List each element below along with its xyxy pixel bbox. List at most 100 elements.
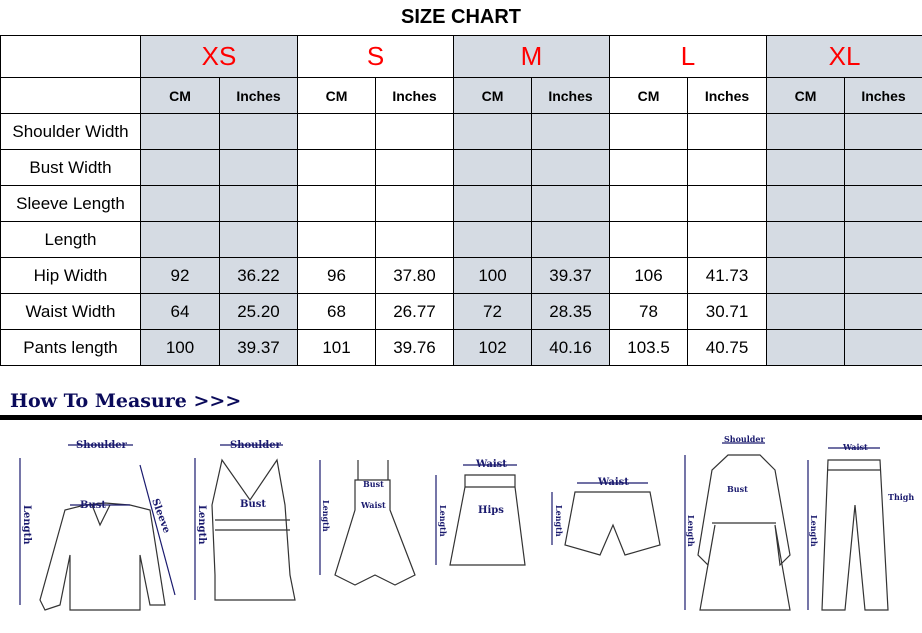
waist-label: Waist (360, 500, 386, 510)
measurement-cell (609, 113, 689, 150)
coat-diagram: Shoulder Bust Length (684, 434, 791, 611)
unit-cm-header: CM (766, 77, 846, 114)
table-row: Pants length 100 39.37 101 39.76 102 40.16 103.… (0, 329, 922, 366)
measurement-cell: 26.77 (375, 293, 454, 330)
measurement-cell: 78 (609, 293, 689, 330)
unit-header-row: CM Inches CM Inches CM Inches CM Inches CM Inches (0, 77, 922, 114)
table-row: Sleeve Length (0, 185, 922, 222)
measurement-diagrams: Shoulder Bust Length Sleeve Shoulder Bus… (19, 434, 914, 611)
measurement-cell: 30.71 (687, 293, 768, 330)
row-label: Pants length (0, 329, 141, 366)
size-header-row: XS S M L XL (0, 35, 922, 78)
shorts-diagram: Waist Length (551, 477, 661, 556)
table-row: Shoulder Width (0, 113, 922, 150)
table-row: Hip Width 92 36.22 96 37.80 100 39.37 106 41.73 (0, 257, 922, 294)
unit-cm-header: CM (140, 77, 220, 114)
row-label: Waist Width (0, 293, 141, 330)
size-chart-title: SIZE CHART (401, 6, 521, 28)
row-label: Bust Width (0, 149, 141, 186)
measurement-cell (609, 185, 689, 222)
measurement-cell (844, 329, 922, 366)
shoulder-label: Shoulder (724, 434, 765, 444)
measurement-cell (140, 113, 220, 150)
measurement-cell: 92 (140, 257, 220, 294)
thigh-label: Thigh (888, 492, 914, 502)
shoulder-label: Shoulder (76, 440, 128, 451)
measurement-cell (766, 113, 846, 150)
measurement-cell: 40.75 (687, 329, 768, 366)
measurement-cell: 72 (453, 293, 532, 330)
waist-label: Waist (597, 477, 629, 488)
measurement-cell (687, 221, 768, 258)
measurement-cell: 101 (297, 329, 376, 366)
length-label: Length (686, 515, 696, 547)
measurement-cell (219, 113, 298, 150)
shoulder-label: Shoulder (230, 440, 282, 451)
measurement-cell (530, 149, 611, 186)
size-header-xs: XS (140, 35, 298, 78)
measurement-cell (375, 221, 454, 258)
unit-cm-header: CM (297, 77, 376, 114)
dress-diagram: Bust Waist Length (319, 460, 416, 586)
measurement-cell (844, 293, 922, 330)
unit-cm-header: CM (453, 77, 532, 114)
tank-diagram: Shoulder Bust Length (194, 440, 296, 601)
measurement-cell: 39.37 (530, 257, 611, 294)
measurement-cell (375, 113, 454, 150)
size-header-s: S (297, 35, 454, 78)
measurement-cell: 37.80 (375, 257, 454, 294)
measurement-cell (297, 185, 376, 222)
measurement-cell (609, 221, 689, 258)
size-header-xl: XL (766, 35, 922, 78)
measurement-cell (530, 113, 611, 150)
bust-label: Bust (240, 499, 266, 510)
unit-inches-header: Inches (530, 77, 611, 114)
corner-cell (0, 77, 141, 114)
bust-label: Bust (363, 479, 384, 489)
measurement-cell: 41.73 (687, 257, 768, 294)
unit-inches-header: Inches (219, 77, 298, 114)
measurement-cell (453, 149, 532, 186)
measurement-cell (375, 185, 454, 222)
measurement-cell (766, 329, 846, 366)
row-label: Length (0, 221, 141, 258)
size-chart-table: XS S M L XL CM Inches CM Inches CM Inches CM Inches C… (0, 35, 922, 366)
measurement-cell (219, 149, 298, 186)
how-to-measure-heading: How To Measure >>> (10, 390, 242, 412)
measurement-cell: 100 (453, 257, 532, 294)
length-label: Length (809, 515, 819, 547)
measurement-cell (219, 185, 298, 222)
measurement-cell (687, 113, 768, 150)
measurement-cell: 106 (609, 257, 689, 294)
measurement-cell (297, 149, 376, 186)
bust-label: Bust (80, 500, 106, 511)
measurement-cell: 39.76 (375, 329, 454, 366)
row-label: Sleeve Length (0, 185, 141, 222)
measurement-cell (453, 113, 532, 150)
size-header-m: M (452, 35, 611, 78)
measurement-cell (140, 221, 220, 258)
measurement-cell (766, 185, 846, 222)
measurement-cell (530, 185, 611, 222)
measurement-cell (766, 293, 846, 330)
table-row: Length (0, 221, 922, 258)
unit-inches-header: Inches (687, 77, 768, 114)
measurement-cell: 96 (297, 257, 376, 294)
measurement-cell (453, 221, 532, 258)
blouse-diagram: Shoulder Bust Length Sleeve (19, 440, 176, 611)
measurement-cell: 102 (453, 329, 532, 366)
waist-label: Waist (475, 459, 507, 470)
measurement-cell (687, 185, 768, 222)
measurement-cell (609, 149, 689, 186)
pants-diagram: Waist Thigh Length (807, 442, 914, 611)
measurement-cell (766, 221, 846, 258)
waist-label: Waist (842, 442, 868, 452)
measurement-cell: 39.37 (219, 329, 298, 366)
measurement-cell (375, 149, 454, 186)
measurement-cell (844, 185, 922, 222)
measurement-cell: 25.20 (219, 293, 298, 330)
corner-cell (0, 35, 141, 78)
measurement-cell: 28.35 (530, 293, 611, 330)
measurement-cell (530, 221, 611, 258)
measurement-cell (844, 257, 922, 294)
